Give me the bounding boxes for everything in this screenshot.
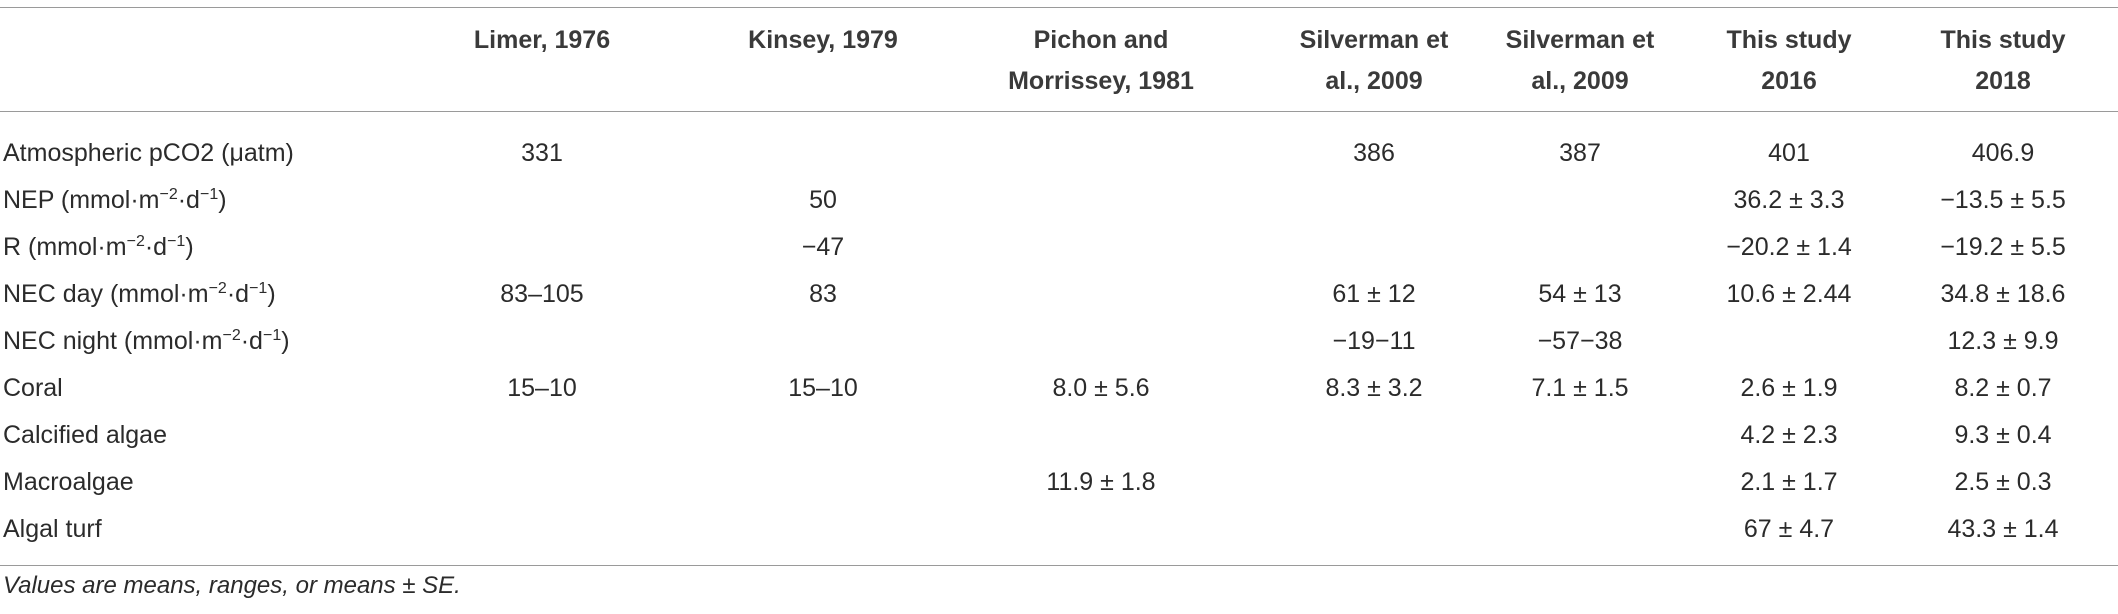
column-header: Kinsey, 1979 <box>748 26 898 54</box>
label-superscript: −2 <box>222 327 241 344</box>
table-cell: 12.3 ± 9.9 <box>1947 327 2059 355</box>
row-label: NEC day (mmol·m−2·d−1) <box>3 271 276 318</box>
column-header: Limer, 1976 <box>473 26 611 54</box>
bottom-rule <box>0 565 2118 566</box>
table-cell: 54 ± 13 <box>1538 280 1622 308</box>
row-label: Algal turf <box>3 506 102 553</box>
label-text: Atmospheric pCO2 (μatm) <box>3 139 294 167</box>
table-cell: 4.2 ± 2.3 <box>1740 421 1838 449</box>
row-label: R (mmol·m−2·d−1) <box>3 224 194 271</box>
table-cell: −57−38 <box>1537 327 1623 355</box>
table-cell: 401 <box>1768 139 1810 167</box>
table-cell: 387 <box>1559 139 1601 167</box>
table-cell: 7.1 ± 1.5 <box>1531 374 1629 402</box>
table-cell: 83 <box>809 280 837 308</box>
row-label: NEC night (mmol·m−2·d−1) <box>3 318 290 365</box>
label-text: ·d <box>226 280 250 308</box>
table-cell: 331 <box>521 139 563 167</box>
column-header: This study 2016 <box>1726 26 1852 95</box>
label-text: ) <box>218 186 227 214</box>
label-text: R (mmol·m <box>3 233 127 261</box>
table-cell: 2.1 ± 1.7 <box>1740 468 1838 496</box>
label-text: NEC day (mmol·m <box>3 280 209 308</box>
label-text: ·d <box>144 233 168 261</box>
table-cell: −19.2 ± 5.5 <box>1940 233 2066 261</box>
table-cell: 2.5 ± 0.3 <box>1954 468 2052 496</box>
label-superscript: −2 <box>208 280 227 297</box>
column-header: Silverman et al., 2009 <box>1505 26 1655 95</box>
table-cell: 9.3 ± 0.4 <box>1954 421 2052 449</box>
table-cell: 67 ± 4.7 <box>1743 515 1835 543</box>
label-superscript: −1 <box>249 280 268 297</box>
table-cell: 83–105 <box>500 280 584 308</box>
table-cell: 15–10 <box>507 374 577 402</box>
label-text: Algal turf <box>3 515 102 543</box>
label-text: NEP (mmol·m <box>3 186 160 214</box>
column-header: Pichon and Morrissey, 1981 <box>1008 26 1194 95</box>
top-rule <box>0 7 2118 8</box>
label-text: ) <box>185 233 194 261</box>
table-cell: −20.2 ± 1.4 <box>1726 233 1852 261</box>
label-text: Calcified algae <box>3 421 167 449</box>
row-label: NEP (mmol·m−2·d−1) <box>3 177 227 224</box>
table-cell: 34.8 ± 18.6 <box>1940 280 2066 308</box>
row-label: Calcified algae <box>3 412 167 459</box>
column-header: This study 2018 <box>1940 26 2066 95</box>
table-cell: −13.5 ± 5.5 <box>1940 186 2066 214</box>
table-cell: 2.6 ± 1.9 <box>1740 374 1838 402</box>
row-label: Macroalgae <box>3 459 134 506</box>
label-superscript: −1 <box>199 186 219 203</box>
label-text: NEC night (mmol·m <box>3 327 223 355</box>
table-cell: 50 <box>809 186 837 214</box>
table-cell: 36.2 ± 3.3 <box>1733 186 1845 214</box>
label-text: ) <box>267 280 276 308</box>
table-cell: 43.3 ± 1.4 <box>1947 515 2059 543</box>
label-superscript: −2 <box>159 186 178 203</box>
table-cell: −47 <box>801 233 845 261</box>
table-cell: 61 ± 12 <box>1332 280 1416 308</box>
label-superscript: −2 <box>126 233 145 250</box>
label-text: Coral <box>3 374 63 402</box>
label-text: ·d <box>240 327 263 355</box>
label-superscript: −1 <box>167 233 186 250</box>
table-cell: 386 <box>1353 139 1395 167</box>
label-text: ·d <box>177 186 200 214</box>
row-label: Atmospheric pCO2 (μatm) <box>3 130 294 177</box>
row-label: Coral <box>3 365 63 412</box>
table-cell: 406.9 <box>1971 139 2035 167</box>
table-cell: 15–10 <box>788 374 858 402</box>
label-text: ) <box>281 327 290 355</box>
footnote: Values are means, ranges, or means ± SE. <box>3 572 461 599</box>
table-cell: −19−11 <box>1332 327 1416 355</box>
table-cell: 8.2 ± 0.7 <box>1954 374 2052 402</box>
table-cell: 11.9 ± 1.8 <box>1046 468 1156 496</box>
column-header: Silverman et al., 2009 <box>1299 26 1449 95</box>
table-cell: 8.0 ± 5.6 <box>1052 374 1150 402</box>
label-superscript: −1 <box>262 327 282 344</box>
label-text: Macroalgae <box>3 468 134 496</box>
table-cell: 8.3 ± 3.2 <box>1325 374 1423 402</box>
table-cell: 10.6 ± 2.44 <box>1726 280 1852 308</box>
header-rule <box>0 111 2118 112</box>
